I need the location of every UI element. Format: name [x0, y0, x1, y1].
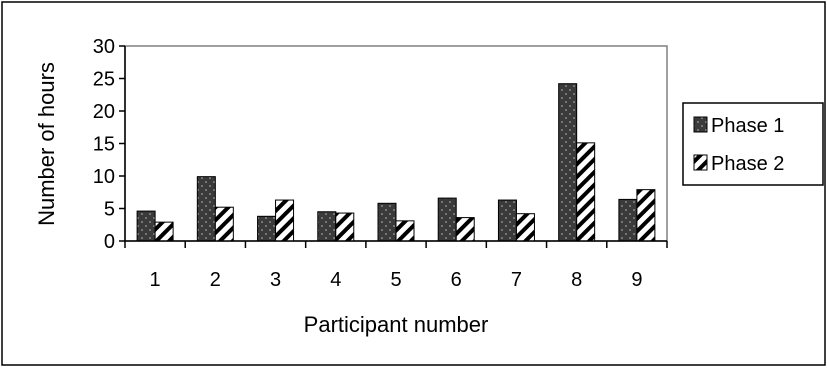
- bar-phase-1-participant-7: [497, 199, 517, 242]
- x-axis-title: Participant number: [304, 312, 489, 337]
- x-tick-label-7: 7: [511, 269, 522, 291]
- y-tick-label-30: 30: [93, 36, 115, 58]
- x-tick-label-4: 4: [330, 269, 341, 291]
- x-tick-label-3: 3: [270, 269, 281, 291]
- legend-swatch-phase-1: [693, 116, 708, 133]
- legend-label-phase-2: Phase 2: [711, 153, 784, 175]
- y-tick-label-0: 0: [104, 231, 115, 253]
- axes-group: [119, 45, 668, 248]
- x-tick-label-6: 6: [451, 269, 462, 291]
- x-tick-label-9: 9: [631, 269, 642, 291]
- y-tick-label-15: 15: [93, 134, 115, 156]
- y-tick-label-25: 25: [93, 69, 115, 91]
- bar-phase-1-participant-6: [437, 197, 457, 242]
- x-tick-label-2: 2: [210, 269, 221, 291]
- bar-phase-1-participant-2: [196, 176, 216, 242]
- bar-phase-1-participant-9: [618, 198, 638, 242]
- y-tick-label-5: 5: [104, 199, 115, 221]
- bar-phase-2-participant-9: [636, 189, 656, 242]
- legend: Phase 1 Phase 2: [682, 102, 824, 186]
- legend-label-phase-1: Phase 1: [711, 115, 784, 137]
- bar-phase-2-participant-1: [154, 221, 174, 242]
- bar-phase-1-participant-5: [377, 202, 397, 242]
- x-tick-label-8: 8: [571, 269, 582, 291]
- bar-phase-2-participant-5: [395, 220, 415, 242]
- bar-phase-2-participant-7: [515, 213, 535, 242]
- legend-swatch-phase-2: [693, 154, 708, 171]
- y-tick-label-10: 10: [93, 166, 115, 188]
- bar-phase-1-participant-8: [558, 83, 578, 242]
- bar-phase-2-participant-8: [576, 142, 596, 242]
- y-tick-label-20: 20: [93, 101, 115, 123]
- x-tick-label-5: 5: [390, 269, 401, 291]
- bar-phase-2-participant-6: [455, 217, 475, 242]
- y-axis-title: Number of hours: [34, 62, 59, 226]
- bar-phase-2-participant-4: [335, 212, 355, 242]
- x-tick-label-1: 1: [150, 269, 161, 291]
- bar-phase-1-participant-4: [317, 211, 337, 242]
- bar-phase-1-participant-1: [136, 210, 156, 242]
- bar-phase-1-participant-3: [257, 215, 277, 242]
- bar-phase-2-participant-2: [214, 206, 234, 242]
- bars-group: [136, 83, 656, 242]
- tick-labels-group: 0 5 10 15 20 25 30 1 2 3 4 5 6 7 8 9: [93, 36, 643, 291]
- bar-phase-2-participant-3: [275, 199, 295, 242]
